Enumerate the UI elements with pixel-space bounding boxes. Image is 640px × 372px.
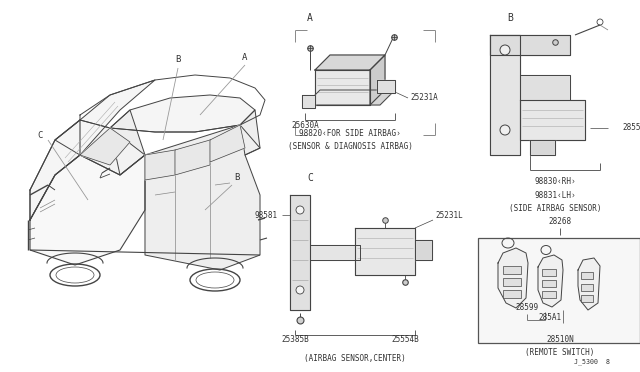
- Text: 25630A: 25630A: [291, 121, 319, 129]
- Polygon shape: [377, 80, 395, 93]
- Polygon shape: [145, 150, 175, 180]
- Ellipse shape: [500, 125, 510, 135]
- Bar: [503, 278, 521, 286]
- Polygon shape: [110, 95, 255, 132]
- Ellipse shape: [296, 206, 304, 214]
- Polygon shape: [355, 228, 415, 275]
- Polygon shape: [498, 248, 528, 308]
- Text: B: B: [234, 173, 240, 183]
- Bar: [581, 295, 593, 302]
- Polygon shape: [290, 195, 310, 310]
- Text: B: B: [175, 55, 180, 64]
- Text: 28268: 28268: [548, 218, 572, 227]
- Ellipse shape: [500, 45, 510, 55]
- Polygon shape: [175, 140, 210, 175]
- Bar: [581, 284, 593, 291]
- Polygon shape: [520, 100, 585, 140]
- Polygon shape: [30, 120, 80, 220]
- Text: 25554B: 25554B: [391, 336, 419, 344]
- Bar: [478, 238, 640, 343]
- Polygon shape: [490, 35, 520, 155]
- Polygon shape: [520, 75, 570, 100]
- Text: C: C: [37, 131, 43, 140]
- Polygon shape: [305, 90, 395, 105]
- Polygon shape: [240, 110, 260, 155]
- Polygon shape: [310, 245, 360, 260]
- Text: 28599: 28599: [515, 304, 539, 312]
- Text: J̲5300  8: J̲5300 8: [574, 359, 610, 365]
- Text: 25231L: 25231L: [435, 211, 463, 219]
- Text: C: C: [307, 173, 313, 183]
- Bar: [503, 266, 521, 274]
- Polygon shape: [415, 240, 432, 260]
- Ellipse shape: [296, 286, 304, 294]
- Polygon shape: [578, 258, 600, 310]
- Polygon shape: [315, 70, 370, 105]
- Text: 25231A: 25231A: [410, 93, 438, 103]
- Text: 98581: 98581: [255, 211, 278, 219]
- Text: 28510N: 28510N: [546, 336, 574, 344]
- Polygon shape: [530, 140, 555, 155]
- Polygon shape: [370, 55, 385, 105]
- Text: B: B: [507, 13, 513, 23]
- Text: (SENSOR & DIAGNOSIS AIRBAG): (SENSOR & DIAGNOSIS AIRBAG): [287, 141, 412, 151]
- Polygon shape: [302, 95, 315, 108]
- Polygon shape: [315, 55, 385, 70]
- Text: 285A1: 285A1: [538, 314, 561, 323]
- Text: A: A: [243, 54, 248, 62]
- Bar: [542, 269, 556, 276]
- Polygon shape: [30, 80, 155, 220]
- Polygon shape: [145, 125, 260, 270]
- Text: 28556B: 28556B: [622, 124, 640, 132]
- Text: 98830‹RH›: 98830‹RH›: [534, 177, 576, 186]
- Polygon shape: [80, 128, 130, 165]
- Polygon shape: [55, 120, 145, 175]
- Bar: [581, 272, 593, 279]
- Text: 25385B: 25385B: [281, 336, 309, 344]
- Text: 98820‹FOR SIDE AIRBAG›: 98820‹FOR SIDE AIRBAG›: [299, 128, 401, 138]
- Bar: [542, 280, 556, 287]
- Text: (AIRBAG SENSOR,CENTER): (AIRBAG SENSOR,CENTER): [304, 353, 406, 362]
- Polygon shape: [30, 155, 145, 265]
- Bar: [542, 291, 556, 298]
- Polygon shape: [538, 255, 563, 307]
- Text: (REMOTE SWITCH): (REMOTE SWITCH): [525, 349, 595, 357]
- Text: 98831‹LH›: 98831‹LH›: [534, 190, 576, 199]
- Text: A: A: [307, 13, 313, 23]
- Text: (SIDE AIRBAG SENSOR): (SIDE AIRBAG SENSOR): [509, 203, 601, 212]
- Polygon shape: [210, 125, 245, 162]
- Polygon shape: [490, 35, 570, 55]
- Bar: [503, 290, 521, 298]
- Polygon shape: [110, 110, 145, 175]
